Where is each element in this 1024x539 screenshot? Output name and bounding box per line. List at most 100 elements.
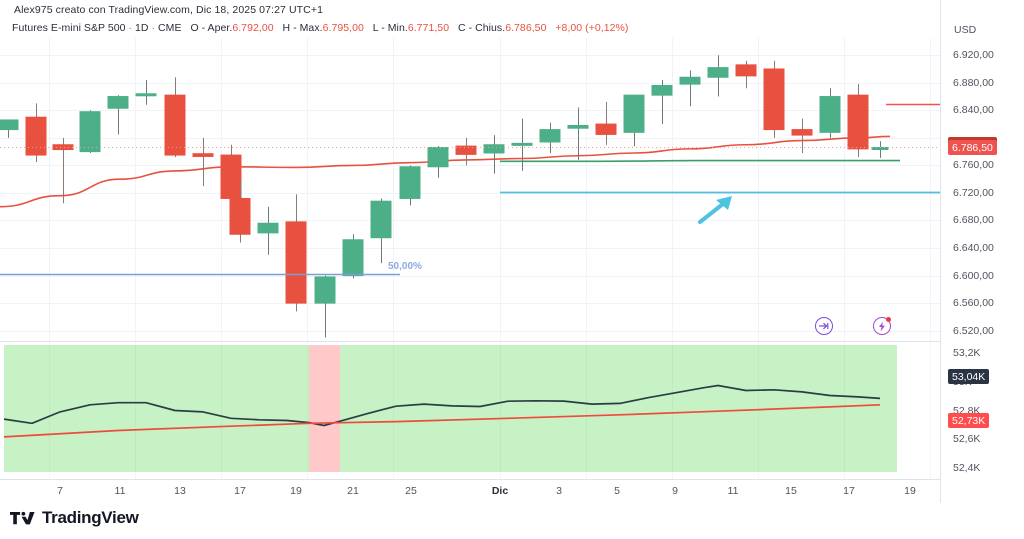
candlestick[interactable] [0,119,19,138]
candle-body [220,154,242,199]
candle-body [791,129,813,136]
candlestick[interactable] [595,102,617,145]
time-axis-tick: 3 [556,485,562,497]
moving-average-green [499,159,900,163]
lightning-icon [879,321,885,331]
candle-body [623,94,645,133]
time-axis-tick: Dic [491,485,509,497]
tradingview-logo-icon [10,511,35,524]
price-axis-unit: USD [954,24,977,36]
time-axis-tick: 17 [234,485,246,497]
candlestick[interactable] [427,146,449,178]
price-axis-tick: 6.640,00 [953,242,994,255]
candlestick[interactable] [819,88,841,138]
price-axis-border [940,0,941,503]
candlestick[interactable] [285,194,307,312]
candlestick[interactable] [847,84,869,158]
candlestick[interactable] [707,55,729,97]
legend-separator-1: · [128,22,133,34]
time-axis[interactable]: 7 11 13 17 19 21 25 Dic 3 5 9 11 15 17 19 [0,480,940,502]
candle-body [427,146,449,168]
candlestick[interactable] [79,110,101,154]
legend-symbol[interactable]: Futures E-mini S&P 500 [12,22,126,34]
arrow-head [716,195,732,210]
fib-50-label: 50,00% [388,260,422,272]
candle-body [164,94,186,156]
candle-body [399,166,421,199]
price-axis-tick: 6.880,00 [953,76,994,89]
candlestick[interactable] [220,144,242,207]
candlestick[interactable] [164,77,186,158]
candlestick[interactable] [763,60,785,138]
candle-body [79,111,101,153]
candlestick[interactable] [342,234,364,279]
candlestick[interactable] [791,118,813,154]
pane-divider [0,341,940,342]
candlestick[interactable] [52,137,74,204]
candle-body [567,124,589,129]
legend-close-value: 6.786,50 [505,22,547,34]
candlestick[interactable] [314,275,336,338]
candlestick[interactable] [455,137,477,166]
indicator-value-badge[interactable]: 53,04K [948,369,990,385]
candlestick[interactable] [107,95,129,135]
candlestick[interactable] [257,206,279,255]
time-axis-tick: 19 [904,485,916,497]
price-pane-canvas[interactable] [0,38,940,341]
candlestick[interactable] [483,135,505,174]
indicator-ma-badge[interactable]: 52,73K [948,413,990,429]
indicator-bearish-zone [309,345,340,472]
candlestick[interactable] [679,70,701,107]
candlestick[interactable] [623,94,645,147]
candlestick[interactable] [511,118,533,171]
candle-body [763,68,785,131]
last-price-badge[interactable]: 6.786,50 [948,140,997,156]
price-axis-tick: 6.720,00 [953,186,994,199]
candle-body [342,239,364,277]
candlestick[interactable] [192,137,214,187]
chart-legend[interactable]: Futures E-mini S&P 500 · 1D · CME O - Ap… [12,22,628,34]
candlestick[interactable] [567,107,589,160]
price-axis-tick: 6.920,00 [953,49,994,62]
candle-body [0,119,19,131]
time-axis-divider [0,479,1024,480]
indicator-pane-canvas[interactable] [0,342,940,479]
candlestick[interactable] [25,103,47,162]
candlestick[interactable] [399,165,421,206]
candle-body [483,144,505,154]
price-pane[interactable]: 50,00% [0,38,940,341]
candlestick[interactable] [229,180,251,243]
candlestick[interactable] [370,198,392,264]
time-axis-tick: 17 [843,485,855,497]
price-axis-tick: 6.520,00 [953,324,994,337]
go-to-realtime-button[interactable] [815,317,833,335]
indicator-pane[interactable] [0,342,940,479]
legend-high-value: 6.795,00 [322,22,364,34]
time-axis-tick: 5 [614,485,620,497]
indicator-axis-tick: 52,6K [953,433,981,446]
candle-body [192,153,214,157]
tradingview-footer: TradingView [10,508,139,528]
candlestick[interactable] [539,122,561,154]
candlestick[interactable] [735,60,757,89]
candle-body [679,76,701,85]
legend-open-label: O - Aper. [190,22,233,34]
candle-body [52,144,74,151]
candlestick[interactable] [651,80,673,125]
candle-body [539,129,561,143]
cyan-arrow-annotation[interactable] [698,195,742,226]
time-axis-tick: 25 [405,485,417,497]
time-axis-tick: 7 [57,485,63,497]
time-axis-tick: 19 [290,485,302,497]
time-axis-tick: 21 [347,485,359,497]
legend-interval[interactable]: 1D [135,22,149,34]
alert-notification-dot [886,317,891,322]
legend-high-label: H - Max. [282,22,323,34]
candle-body [285,221,307,304]
time-axis-tick: 9 [672,485,678,497]
candlestick[interactable] [135,80,157,105]
price-axis[interactable]: USD 6.920,00 6.880,00 6.840,00 6.760,00 6.72… [940,0,1024,503]
indicator-series-oscillator [3,384,881,427]
candlestick[interactable] [871,141,889,158]
alerts-button[interactable] [873,317,891,335]
